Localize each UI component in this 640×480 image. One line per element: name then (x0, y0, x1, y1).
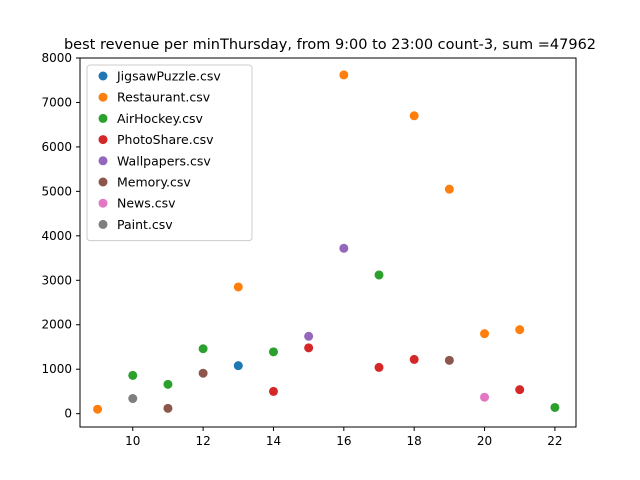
data-point-series-1 (515, 325, 525, 335)
data-point-series-1 (480, 329, 490, 339)
legend-marker (98, 92, 108, 102)
y-tick-label: 8000 (41, 51, 72, 65)
legend-label: Memory.csv (117, 175, 191, 190)
x-tick-label: 22 (547, 434, 562, 448)
legend-label: PhotoShare.csv (117, 132, 214, 147)
data-point-series-1 (93, 404, 103, 414)
x-tick-label: 18 (407, 434, 422, 448)
legend-marker (98, 177, 108, 187)
data-point-series-5 (163, 403, 173, 413)
data-point-series-4 (339, 243, 349, 253)
data-point-series-7 (128, 394, 138, 404)
legend-marker (98, 135, 108, 145)
data-point-series-2 (128, 370, 138, 380)
chart-title: best revenue per minThursday, from 9:00 … (64, 37, 596, 53)
legend-label: Restaurant.csv (117, 90, 211, 105)
legend-label: AirHockey.csv (117, 111, 204, 126)
legend: JigsawPuzzle.csv Restaurant.csv AirHockey.… (86, 64, 253, 242)
y-tick-label: 3000 (41, 273, 72, 287)
x-tick-label: 14 (266, 434, 281, 448)
y-tick-label: 5000 (41, 184, 72, 198)
y-tick-label: 7000 (41, 95, 72, 109)
y-tick-label: 0 (64, 407, 72, 421)
data-point-series-5 (198, 368, 208, 378)
legend-label: JigsawPuzzle.csv (116, 69, 221, 84)
plot-area-frame (79, 57, 577, 428)
legend-marker (98, 156, 108, 166)
data-point-series-1 (444, 184, 454, 194)
x-tick-label: 20 (477, 434, 492, 448)
data-point-series-0 (233, 361, 243, 371)
data-point-series-1 (409, 111, 419, 121)
legend-label: News.csv (117, 196, 176, 211)
axis-ticks: 10 12 14 16 18 20 22 0 1000 2000 3000 4000 5000 6000 7… (41, 51, 562, 448)
legend-marker (98, 113, 108, 123)
data-point-series-4 (304, 331, 314, 341)
legend-box (86, 64, 253, 242)
data-point-series-2 (268, 347, 278, 357)
data-point-series-6 (480, 392, 490, 402)
y-tick-label: 6000 (41, 140, 72, 154)
legend-marker (98, 219, 108, 229)
data-point-series-3 (409, 354, 419, 364)
legend-label: Wallpapers.csv (117, 153, 211, 168)
data-point-series-1 (339, 70, 349, 80)
data-point-series-5 (444, 355, 454, 365)
data-point-series-3 (374, 362, 384, 372)
data-point-series-1 (233, 282, 243, 292)
y-tick-label: 1000 (41, 362, 72, 376)
x-tick-label: 16 (336, 434, 351, 448)
data-point-series-2 (550, 402, 560, 412)
y-tick-label: 4000 (41, 229, 72, 243)
data-point-series-2 (374, 270, 384, 280)
y-tick-label: 2000 (41, 318, 72, 332)
data-point-series-3 (268, 386, 278, 396)
legend-label: Paint.csv (117, 217, 173, 232)
legend-marker (98, 198, 108, 208)
data-points (93, 70, 560, 414)
data-point-series-3 (304, 343, 314, 353)
x-tick-label: 12 (195, 434, 210, 448)
legend-marker (98, 71, 108, 81)
data-point-series-3 (515, 385, 525, 395)
data-point-series-2 (198, 344, 208, 354)
data-point-series-2 (163, 379, 173, 389)
x-tick-label: 10 (125, 434, 140, 448)
